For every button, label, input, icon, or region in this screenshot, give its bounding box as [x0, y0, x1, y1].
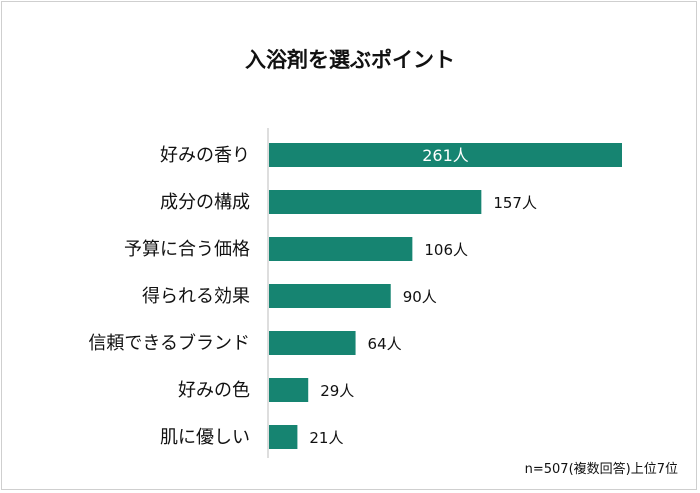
- category-label: 得られる効果: [142, 286, 250, 307]
- bar: [269, 143, 622, 167]
- category-label: 肌に優しい: [160, 427, 250, 448]
- bar: [269, 378, 309, 402]
- data-label: 157人: [493, 194, 537, 212]
- bar: [269, 237, 413, 261]
- category-label: 好みの香り: [160, 145, 250, 166]
- bar: [269, 284, 391, 308]
- sample-footnote: n=507(複数回答)上位7位: [524, 462, 678, 477]
- bar: [269, 425, 298, 449]
- data-label: 29人: [320, 382, 354, 400]
- bar: [269, 190, 482, 214]
- category-label: 信頼できるブランド: [88, 332, 250, 354]
- data-label: 21人: [309, 429, 343, 447]
- data-label: 90人: [403, 288, 437, 306]
- chart-title: 入浴剤を選ぶポイント: [245, 48, 455, 72]
- data-label: 261人: [422, 146, 469, 165]
- data-label: 106人: [424, 241, 468, 259]
- bar: [269, 331, 356, 355]
- category-label: 予算に合う価格: [124, 239, 250, 260]
- category-label: 好みの色: [178, 380, 250, 401]
- category-label: 成分の構成: [160, 192, 250, 213]
- data-label: 64人: [368, 335, 402, 353]
